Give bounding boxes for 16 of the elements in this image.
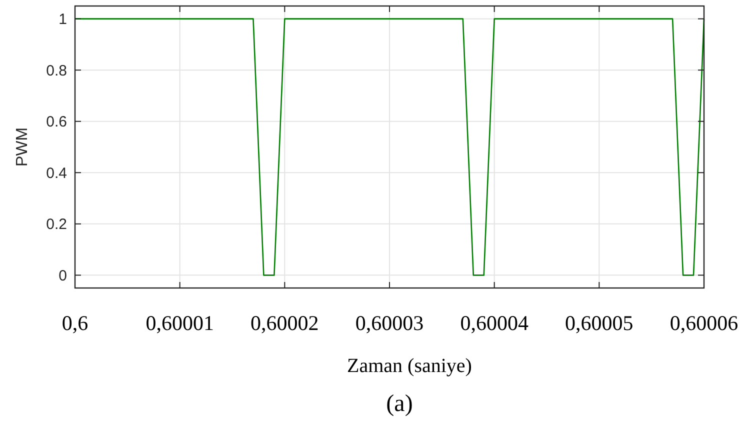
x-tick-label: 0,60003: [355, 311, 424, 335]
x-tick-label: 0,6: [62, 311, 88, 335]
x-tick-label: 0,60002: [250, 311, 319, 335]
x-tick-label: 0,60006: [670, 311, 738, 335]
y-tick-label: 1: [58, 11, 67, 28]
y-axis-title: PWM: [14, 127, 31, 167]
x-tick-label: 0,60001: [146, 311, 214, 335]
x-axis-title: Zaman (saniye): [347, 355, 472, 377]
y-tick-label: 0.6: [46, 114, 67, 131]
x-tick-label: 0,60004: [460, 311, 529, 335]
y-tick-label: 0.8: [46, 62, 67, 80]
y-tick-label: 0.4: [46, 164, 67, 182]
text: (a): [386, 391, 413, 417]
y-tick-label: 0: [58, 267, 67, 284]
x-tick-label: 0,60005: [565, 311, 634, 335]
y-tick-label: 0.2: [46, 216, 67, 234]
